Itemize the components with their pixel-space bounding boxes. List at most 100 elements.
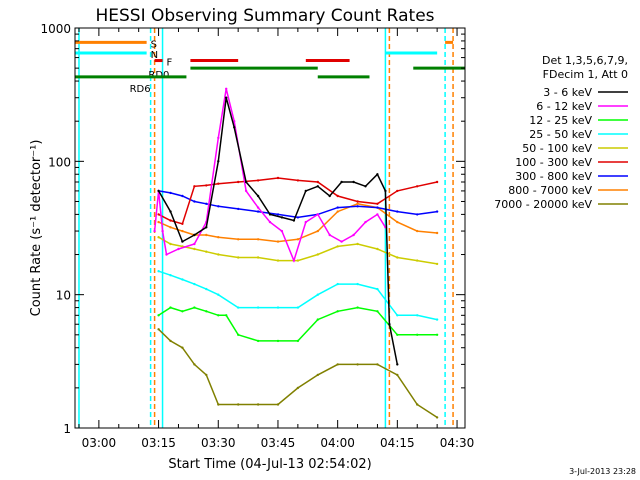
series-5-point-5 <box>217 182 220 185</box>
series-2-point-1 <box>169 306 172 309</box>
series-7-point-14 <box>396 220 399 224</box>
series-1-point-3 <box>165 253 168 256</box>
series-4-point-12 <box>356 242 359 246</box>
series-0-point-6 <box>225 96 228 99</box>
series-4-point-1 <box>169 242 172 246</box>
series-2-point-10 <box>296 339 300 343</box>
x-tick-label: 04:00 <box>320 436 355 450</box>
legend-entry-label: 300 - 800 keV <box>515 170 592 183</box>
legend-entry-label: 25 - 50 keV <box>529 128 592 141</box>
flag-label-s: S <box>151 39 157 50</box>
series-4-point-16 <box>435 262 439 266</box>
series-0-point-13 <box>304 189 307 193</box>
series-0-point-14 <box>316 185 319 188</box>
series-7-point-15 <box>416 229 419 233</box>
series-3-point-4 <box>205 287 208 291</box>
series-1-point-9 <box>233 120 236 123</box>
series-4-point-8 <box>276 259 280 262</box>
timestamp: 3-Jul-2013 23:28 <box>569 467 636 476</box>
series-3-point-7 <box>256 306 260 309</box>
plot-frame <box>74 27 466 429</box>
series-1-point-4 <box>177 247 180 251</box>
series-6-point-16 <box>435 210 439 213</box>
series-8-point-12 <box>356 363 359 366</box>
series-5-point-0 <box>157 213 160 216</box>
y-axis-label: Count Rate (s⁻¹ detector⁻¹) <box>29 140 44 317</box>
series-1-point-20 <box>364 220 367 224</box>
series-8-point-11 <box>336 363 339 366</box>
series-0-point-5 <box>217 160 220 163</box>
series-0-point-17 <box>352 180 355 184</box>
series-3-point-10 <box>316 293 319 296</box>
series-0-point-20 <box>384 189 387 193</box>
series-line-0 <box>157 97 399 365</box>
series-5-point-3 <box>193 185 196 188</box>
series-3-point-15 <box>416 314 419 317</box>
series-7-point-12 <box>356 202 359 205</box>
series-2-point-5 <box>217 314 220 317</box>
series-0-point-0 <box>157 189 160 193</box>
series-2-point-3 <box>193 306 196 309</box>
series-0-point-3 <box>193 233 196 237</box>
series-7-point-7 <box>256 238 260 241</box>
series-4-point-10 <box>316 253 319 256</box>
series-7-point-5 <box>217 236 220 239</box>
series-0-point-11 <box>280 216 284 219</box>
series-6-point-2 <box>181 194 184 198</box>
series-0-point-2 <box>181 240 184 243</box>
series-line-1 <box>153 88 387 263</box>
y-tick-label: 10 <box>56 289 71 303</box>
series-3-point-1 <box>169 274 172 277</box>
series-1-point-15 <box>304 220 307 224</box>
series-6-point-8 <box>276 213 280 216</box>
series-line-8 <box>158 328 438 419</box>
series-8-point-14 <box>396 373 399 377</box>
series-4-point-0 <box>157 236 160 239</box>
series-5-point-10 <box>316 180 319 184</box>
x-tick-label: 03:00 <box>82 436 117 450</box>
series-2-point-6 <box>225 314 228 317</box>
series-1-point-7 <box>217 136 220 140</box>
series-3-point-8 <box>276 306 280 309</box>
series-3-point-3 <box>193 282 196 286</box>
series-3-point-9 <box>296 306 300 309</box>
y-tick-label: 1000 <box>40 22 71 36</box>
y-tick-label: 100 <box>48 155 71 169</box>
series-6-point-1 <box>169 191 172 195</box>
series-1-point-0 <box>153 229 156 233</box>
chart-title: HESSI Observing Summary Count Rates <box>95 6 434 26</box>
series-1-point-14 <box>292 259 296 262</box>
series-4-point-3 <box>193 247 196 251</box>
series-6-point-7 <box>256 210 260 213</box>
series-5-point-13 <box>376 202 379 205</box>
legend-entry-label: 12 - 25 keV <box>529 114 592 127</box>
series-8-point-1 <box>169 339 172 343</box>
series-6-point-9 <box>296 216 300 219</box>
series-2-point-0 <box>157 314 160 317</box>
series-4-point-9 <box>296 259 300 262</box>
series-1-point-13 <box>280 229 284 233</box>
series-6-point-14 <box>396 210 399 213</box>
series-4-point-7 <box>256 256 260 259</box>
series-1-point-2 <box>161 229 164 233</box>
series-2-point-16 <box>416 333 419 336</box>
series-2-point-4 <box>205 310 208 313</box>
flag-label-f: F <box>167 58 173 69</box>
series-6-point-3 <box>193 200 196 203</box>
series-6-point-5 <box>217 205 220 208</box>
legend-header-line: FDecim 1, Att 0 <box>543 68 628 81</box>
series-1-point-12 <box>268 220 272 224</box>
series-2-point-14 <box>376 310 379 313</box>
legend-entry-label: 6 - 12 keV <box>536 100 592 113</box>
series-4-point-4 <box>205 250 208 253</box>
series-1-point-18 <box>340 240 343 243</box>
series-1-point-21 <box>376 213 379 216</box>
series-3-point-6 <box>237 306 240 309</box>
series-0-point-15 <box>328 194 331 198</box>
legend-entry-label: 3 - 6 keV <box>543 86 592 99</box>
legend-header-line: Det 1,3,5,6,7,9, <box>542 54 628 67</box>
series-0-point-4 <box>205 226 208 229</box>
series-4-point-13 <box>376 247 379 251</box>
legend-entry-label: 7000 - 20000 keV <box>494 198 592 211</box>
